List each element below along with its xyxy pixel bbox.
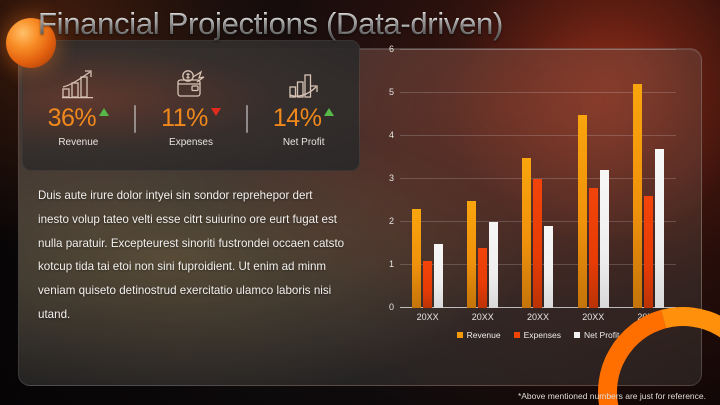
kpi-revenue-value: 36%: [47, 103, 97, 132]
chart-x-tick-label: 20XX: [471, 312, 494, 322]
chart-bar-netprofit[interactable]: [544, 226, 554, 308]
chart-bar-group: [577, 50, 609, 308]
chart-bar-group: [412, 50, 444, 308]
chart-bar-expenses[interactable]: [643, 196, 653, 308]
bar-chart: 0 1 2 3 4 5 6 20XX 20XX 20XX 20XX 20XX Revenue Expe…: [372, 42, 684, 340]
kpi-expenses-label: Expenses: [169, 136, 213, 148]
kpi-expenses-value-row: 11%: [161, 103, 221, 132]
chart-legend-swatch: [513, 332, 520, 338]
kpi-expenses-value: 11%: [161, 103, 208, 132]
chart-x-tick-label: 20XX: [637, 312, 660, 322]
kpi-divider: [133, 104, 136, 133]
chart-y-tick-label: 5: [388, 87, 394, 97]
chart-y-tick-label: 6: [388, 44, 394, 54]
chart-gridline: 3: [389, 173, 676, 183]
chart-bar-expenses[interactable]: [533, 179, 543, 308]
chart-bar-netprofit[interactable]: [489, 222, 499, 308]
trend-up-icon: [99, 107, 110, 116]
wallet-money-icon: [173, 64, 209, 100]
body-paragraph: Duis aute irure dolor intyei sin sondor …: [38, 189, 345, 321]
chart-legend-swatch: [573, 332, 580, 338]
chart-bar-expenses[interactable]: [478, 247, 488, 308]
chart-gridline: 5: [389, 87, 676, 97]
kpi-revenue-label: Revenue: [58, 136, 99, 148]
chart-legend-label: Net Profit: [583, 330, 620, 340]
trend-up-icon: [324, 107, 335, 116]
kpi-net-profit[interactable]: 14% Net Profit: [248, 64, 359, 148]
chart-gridline: 4: [389, 130, 676, 140]
chart-bar-expenses[interactable]: [588, 187, 598, 308]
chart-bar-revenue[interactable]: [467, 200, 477, 308]
chart-bar-group: [467, 50, 499, 308]
orange-sphere-decoration: [6, 18, 56, 68]
kpi-revenue-value-row: 36%: [47, 103, 110, 132]
chart-y-tick-label: 1: [388, 259, 394, 269]
kpi-net-profit-value-row: 14%: [272, 103, 335, 132]
chart-legend-item[interactable]: Net Profit: [573, 330, 620, 340]
kpi-net-profit-label: Net Profit: [282, 136, 325, 148]
chart-bar-revenue[interactable]: [632, 84, 642, 308]
chart-bar-netprofit[interactable]: [434, 243, 444, 308]
chart-bar-group: [522, 50, 554, 308]
chart-bar-revenue[interactable]: [577, 114, 587, 308]
page-title: Financial Projections (Data-driven): [38, 6, 504, 41]
trend-down-icon: [210, 107, 221, 116]
chart-gridline: 6: [389, 44, 676, 54]
chart-legend-item[interactable]: Expenses: [513, 330, 561, 340]
chart-bar-groups: [400, 50, 676, 308]
chart-bar-netprofit[interactable]: [599, 170, 609, 308]
chart-x-tick-label: 20XX: [416, 312, 439, 322]
chart-y-tick-label: 4: [388, 130, 394, 140]
chart-legend-item[interactable]: Revenue: [456, 330, 501, 340]
chart-y-tick-label: 2: [388, 216, 394, 226]
kpi-expenses[interactable]: 11% Expenses: [136, 64, 247, 148]
kpi-divider: [246, 104, 249, 133]
kpi-revenue[interactable]: 36% Revenue: [23, 64, 134, 148]
chart-legend: Revenue Expenses Net Profit: [400, 330, 676, 340]
kpi-card: 36% Revenue 11% Expenses: [22, 40, 360, 171]
chart-legend-label: Expenses: [523, 330, 561, 340]
chart-x-tick-label: 20XX: [526, 312, 550, 322]
chart-bar-netprofit[interactable]: [654, 148, 664, 308]
chart-bar-revenue[interactable]: [412, 209, 422, 308]
chart-bar-group: [632, 50, 664, 308]
bar-chart-growth-icon: [60, 64, 96, 100]
chart-x-axis-labels: 20XX 20XX 20XX 20XX 20XX: [400, 312, 676, 322]
chart-plot-area: 0 1 2 3 4 5 6: [389, 44, 676, 312]
chart-legend-swatch: [456, 332, 463, 338]
kpi-net-profit-value: 14%: [272, 103, 322, 132]
chart-y-tick-label: 3: [388, 173, 394, 183]
bar-chart-arrow-icon: [286, 64, 322, 100]
chart-legend-label: Revenue: [466, 330, 501, 340]
chart-footnote: *Above mentioned numbers are just for re…: [517, 391, 706, 401]
chart-y-tick-label: 0: [388, 302, 394, 312]
chart-x-tick-label: 20XX: [582, 312, 605, 322]
chart-bar-expenses[interactable]: [423, 260, 433, 308]
chart-bar-revenue[interactable]: [522, 157, 532, 308]
